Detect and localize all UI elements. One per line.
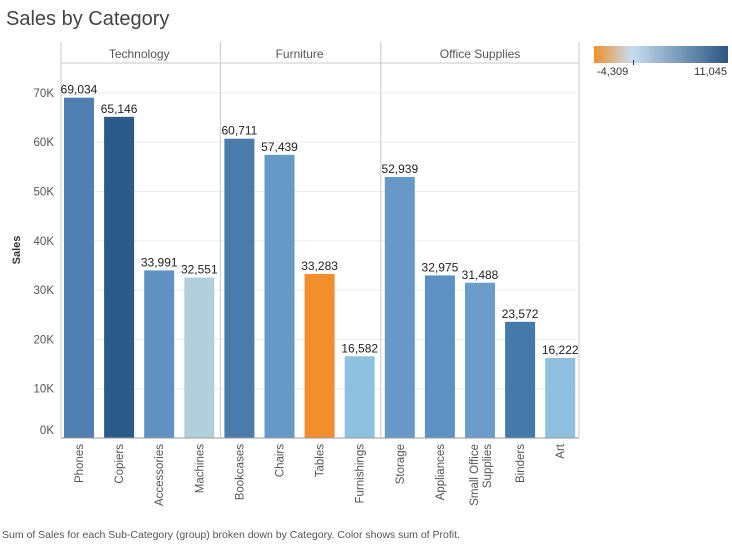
bar-value-label: 16,582 [341,341,378,355]
bar [344,356,375,438]
legend-max-label: 11,045 [694,66,727,78]
bar-value-label: 33,991 [141,255,178,269]
bar-value-label: 23,572 [502,307,539,321]
x-tick-label: Accessories [154,444,166,506]
bar-value-label: 32,551 [181,263,218,277]
y-tick-label: 30K [34,285,55,297]
x-tick-label: Copiers [114,444,126,484]
legend-min-label: -4,309 [597,66,629,78]
bar [465,282,495,438]
x-tick-label: Chairs [275,444,287,477]
bar [505,321,536,438]
bar-value-label: 69,034 [61,83,98,97]
x-tick-label: Binders [515,444,527,483]
x-tick-label: Phones [74,444,86,483]
x-tick-label-line: Supplies [482,444,494,488]
bar [384,177,415,438]
y-tick-label: 60K [34,137,55,149]
x-tick-label: Storage [395,444,407,484]
bar [224,138,255,438]
bar-value-label: 57,439 [261,140,298,154]
y-tick-label: 20K [34,334,55,346]
chart-title: Sales by Category [6,8,170,30]
y-tick-label: 40K [34,236,55,248]
y-axis-title: Sales [11,236,23,265]
category-header: Office Supplies [440,47,521,61]
x-tick-label: Furnishings [355,444,367,504]
y-tick-label: 10K [34,384,55,396]
x-tick-label: Bookcases [234,444,246,501]
bar [304,273,335,438]
bar [64,97,94,438]
bar-value-label: 60,711 [221,124,257,138]
bar-value-label: 52,939 [381,162,418,176]
bar [424,275,455,438]
color-legend: -4,309 11,045 [594,46,729,80]
bar [545,358,576,438]
bar [184,277,215,438]
chart-caption: Sum of Sales for each Sub-Category (grou… [2,529,460,541]
bar-value-label: 31,488 [462,268,499,282]
x-tick-label: Machines [194,444,206,493]
x-tick-label-line: Small Office [469,444,481,506]
bar-value-label: 65,146 [101,102,138,116]
bar [144,270,175,438]
color-legend-gradient [594,46,728,63]
x-tick-label: Tables [315,444,327,477]
y-tick-label: 0K [40,425,54,437]
x-tick-label: Appliances [435,444,447,501]
legend-zero-tick [633,60,634,65]
bar [104,116,135,438]
y-tick-label: 70K [34,88,55,100]
x-tick-label: Art [555,443,567,459]
x-tick-label: Small OfficeSupplies [469,444,494,506]
bar-value-label: 33,283 [301,259,338,273]
bar-value-label: 16,222 [542,343,579,357]
category-header: Technology [109,47,170,61]
y-tick-label: 50K [34,187,55,199]
bar [264,154,295,438]
category-header: Furniture [276,47,324,61]
bar-value-label: 32,975 [422,260,459,274]
